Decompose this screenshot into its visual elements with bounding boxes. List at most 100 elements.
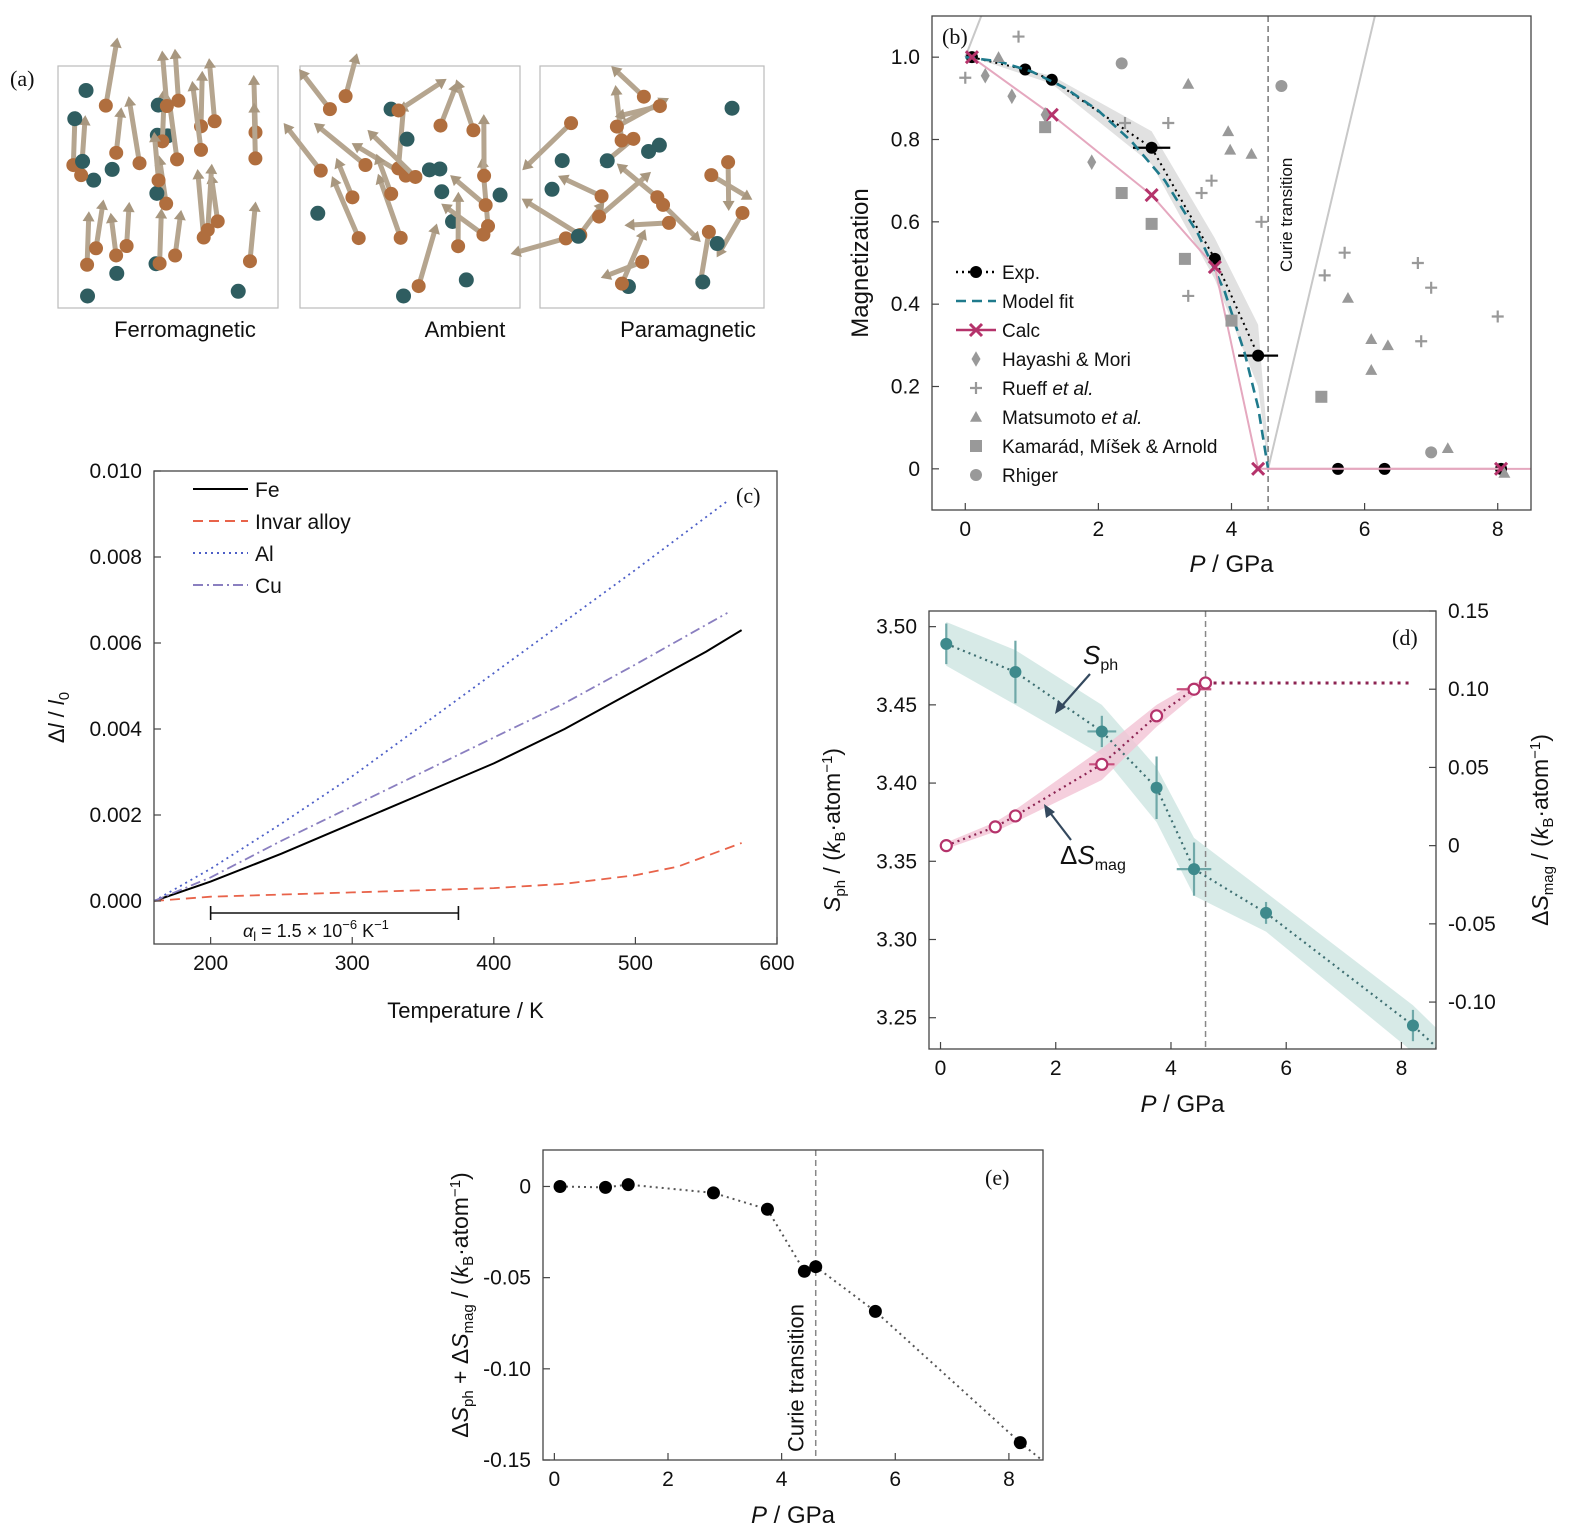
spin-arrow-head	[203, 58, 216, 69]
spin-arrow	[446, 207, 486, 238]
marker-rueff-et-al-	[1195, 187, 1208, 200]
marker-rueff-et-al-	[1012, 30, 1025, 43]
y-axis-label: Magnetization	[847, 188, 874, 337]
fe-atom	[652, 99, 667, 114]
spin-arrow	[372, 134, 418, 180]
spin-arrow-head	[149, 131, 162, 143]
ni-atom	[458, 272, 474, 288]
plot-frame	[153, 470, 778, 945]
marker-exp-	[1145, 141, 1158, 154]
ni-atom	[709, 236, 725, 252]
smag-arrow-head	[1044, 804, 1055, 818]
panel-tag: (d)	[1392, 625, 1418, 650]
fe-atom	[109, 248, 124, 263]
marker-hayashi-mori	[1007, 88, 1017, 105]
legend-label: Rueff et al.	[1002, 379, 1094, 400]
spin-arrow-head	[78, 115, 91, 126]
legend-marker	[968, 322, 984, 338]
x-axis-label: P / GPa	[751, 1502, 836, 1529]
legend-label: Calc	[1002, 321, 1040, 342]
y-axis-label: Δl / l0	[44, 692, 73, 743]
series-line	[559, 1183, 1043, 1460]
panel-a-caption: Paramagnetic	[620, 317, 756, 342]
legend-label: Rhiger	[1002, 466, 1059, 487]
panel-a: (a) Ferromagnetic Ambient Paramagnetic	[10, 37, 765, 342]
y-tick-label: 0.004	[89, 718, 142, 741]
x-tick-label: 400	[476, 952, 511, 975]
data-point	[1013, 1436, 1027, 1450]
ni-atom	[641, 143, 657, 159]
sph-marker	[1095, 725, 1108, 738]
panel-tag: (e)	[985, 1165, 1009, 1190]
spin-arrow-head	[157, 50, 169, 61]
marker-rueff-et-al-	[1425, 281, 1438, 294]
plot-area	[959, 16, 1531, 510]
sph-marker	[940, 637, 953, 650]
ni-atom	[554, 153, 570, 169]
y-tick-label: 0.006	[89, 632, 142, 655]
marker-hayashi-mori	[1040, 107, 1050, 123]
spin-arrow-head	[299, 69, 310, 81]
fe-atom	[626, 131, 641, 146]
yr-paren: / (	[1527, 839, 1553, 866]
exp-line	[971, 56, 1260, 357]
fe-atom	[635, 254, 650, 269]
spin-arrow-head	[105, 212, 118, 224]
marker-rueff-et-al-	[1119, 117, 1132, 130]
fe-atom	[155, 134, 170, 149]
legend-label: Cu	[255, 575, 282, 598]
fe-atom	[200, 222, 215, 237]
fe-atom	[558, 231, 573, 246]
x-tick-label: 6	[1359, 518, 1371, 541]
fe-atom	[351, 231, 366, 246]
legend-label: Invar alloy	[255, 511, 351, 534]
alpha-annotation: αl = 1.5 × 10−6 K−1	[243, 917, 389, 944]
fe-atom	[338, 89, 353, 104]
x-axis-label: Temperature / K	[387, 998, 544, 1023]
spin-arrow	[527, 201, 583, 238]
sph-annotation: Sph	[1083, 640, 1118, 674]
spin-arrow-head	[453, 79, 466, 91]
legend-marker	[970, 440, 982, 452]
curie-label: Curie transition	[1277, 158, 1296, 272]
fe-atom	[159, 196, 174, 211]
data-point	[809, 1260, 823, 1274]
alpha-sub: l	[253, 929, 256, 944]
alpha-val: = 1.5 × 10	[256, 921, 342, 941]
x-axis-unit: / GPa	[1205, 551, 1274, 578]
fe-atom	[408, 169, 423, 184]
spin-arrow-head	[348, 53, 361, 65]
spin-arrow-head	[96, 199, 108, 211]
y-tick-label: 0.6	[891, 211, 920, 234]
fe-atom	[466, 123, 481, 138]
fe-atom	[193, 142, 208, 157]
spin-arrow-head	[600, 268, 613, 280]
fe-atom	[477, 168, 492, 183]
marker-matsumoto-et-al-	[1245, 147, 1258, 159]
marker-matsumoto-et-al-	[992, 51, 1005, 62]
spin-arrow	[190, 88, 204, 153]
legend-item: Calc	[956, 321, 1040, 342]
y-axis-label: ΔSph + ΔSmag / (kB·atom−1)	[447, 1172, 477, 1437]
spin-arrow-head	[124, 96, 137, 107]
smag-annot-s: S	[1077, 840, 1095, 870]
marker-exp-	[1019, 63, 1032, 76]
plot-area	[553, 1150, 1043, 1460]
y-tick-label: 0.010	[89, 460, 142, 483]
y-tick-label: 1.0	[891, 46, 920, 69]
y-atom: ·atom	[447, 1197, 473, 1256]
panel-b: Curie transition 0 2 4 6 8 0 0.2 0.4 0.6 0.8 1.0 P /…	[847, 15, 1532, 578]
legend-item: Rhiger	[970, 466, 1059, 487]
panel-e: 0 2 4 6 8 -0.15 -0.10 -0.05 0 Curie transition P /…	[447, 1149, 1044, 1529]
fe-atom	[152, 256, 167, 271]
spin-arrow-head	[334, 157, 346, 170]
fe-atom	[119, 239, 134, 254]
spin-arrow	[526, 120, 574, 166]
marker-calc	[964, 50, 979, 65]
ni-atom	[651, 137, 667, 153]
spin-arrow	[103, 44, 119, 109]
spin-arrow-head	[109, 37, 122, 49]
fe-atom	[614, 133, 629, 148]
spin-arrow	[157, 215, 164, 266]
